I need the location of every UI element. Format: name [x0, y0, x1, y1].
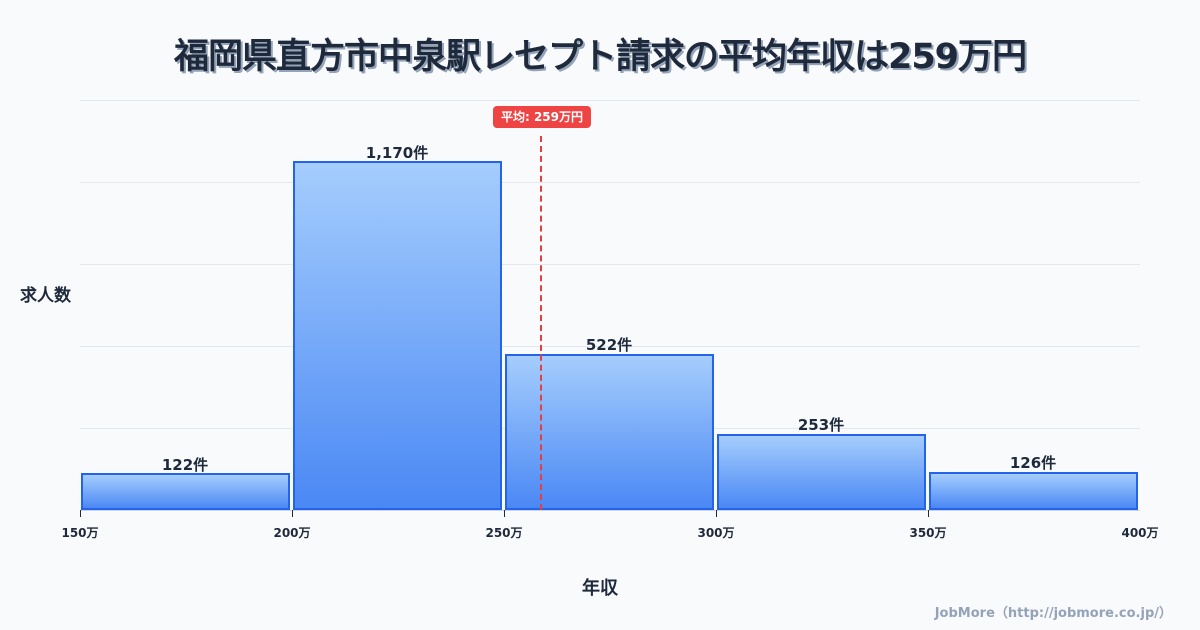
- x-tick: [292, 510, 293, 517]
- chart-title: 福岡県直方市中泉駅レセプト請求の平均年収は259万円: [173, 37, 1027, 77]
- gridline: [80, 346, 1140, 347]
- x-tick-label: 200万: [273, 526, 311, 540]
- x-tick-label: 350万: [909, 526, 947, 540]
- bar-value-label: 122件: [161, 456, 209, 474]
- gridline: [80, 182, 1140, 183]
- histogram-bar: [929, 472, 1138, 510]
- x-tick-label: 150万: [61, 526, 99, 540]
- x-axis-line: [80, 510, 1140, 511]
- x-tick: [80, 510, 81, 517]
- gridline: [80, 264, 1140, 265]
- bar-value-label: 1,170件: [365, 144, 429, 162]
- average-badge: 平均: 259万円: [492, 106, 592, 128]
- average-line: [540, 136, 542, 510]
- x-tick: [504, 510, 505, 517]
- x-tick-label: 400万: [1121, 526, 1159, 540]
- x-tick-label: 250万: [485, 526, 523, 540]
- y-axis-label: 求人数: [20, 286, 71, 306]
- x-tick-label: 300万: [697, 526, 735, 540]
- bar-value-label: 126件: [1009, 454, 1057, 472]
- plot-area: 122件 1,170件 522件 253件 126件 平均: 259万円: [80, 100, 1140, 510]
- bar-value-label: 522件: [585, 336, 633, 354]
- x-tick: [716, 510, 717, 517]
- gridline: [80, 100, 1140, 101]
- x-tick: [928, 510, 929, 517]
- source-credit: JobMore（http://jobmore.co.jp/）: [934, 606, 1172, 621]
- x-axis-label: 年収: [582, 578, 618, 599]
- bar-value-label: 253件: [797, 416, 845, 434]
- histogram-bar: [293, 161, 502, 510]
- histogram-bar: [81, 473, 290, 510]
- histogram-bar: [505, 354, 714, 510]
- histogram-bar: [717, 434, 926, 510]
